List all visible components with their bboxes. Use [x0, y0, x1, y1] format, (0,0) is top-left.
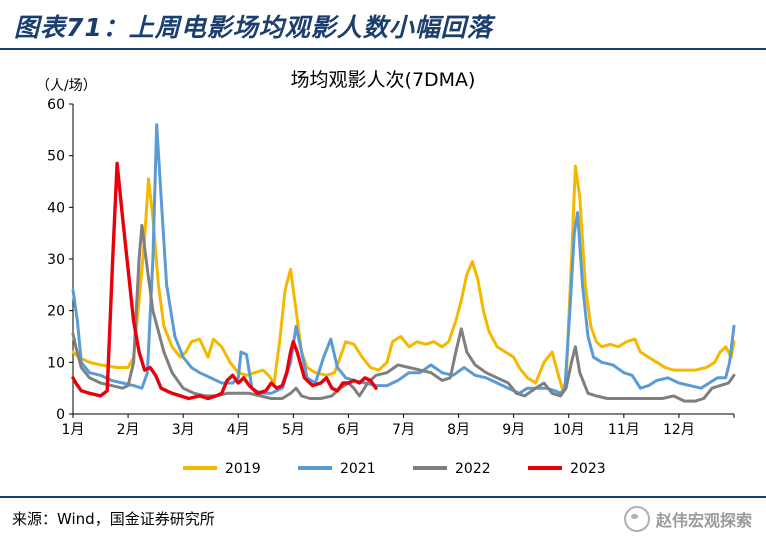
legend-label-2021: 2021: [340, 461, 376, 477]
y-tick-label: 0: [56, 407, 65, 423]
legend: 2019 2021 2022 2023: [183, 461, 606, 477]
wechat-icon: [623, 506, 650, 532]
series-line-2019: [71, 164, 736, 390]
series-line-2023: [71, 161, 378, 401]
watermark: 赵伟宏观探索: [623, 500, 752, 538]
y-tick-label: 10: [47, 355, 65, 371]
y-axis-label: （人/场）: [36, 78, 97, 94]
x-tick-label: 3月: [172, 422, 195, 438]
series-line-2021: [71, 123, 736, 395]
y-tick-label: 60: [47, 97, 65, 113]
chart-container: 场均观影人次(7DMA) （人/场） 0 10 20 30 40 50 60 1月 2月 3月 4…: [0, 50, 766, 496]
x-ticks: 1月 2月 3月 4月 5月 6月 7月 8月 9月 10月 11月 12月: [62, 414, 735, 438]
figure-title: 图表71：上周电影场均观影人数小幅回落: [14, 13, 493, 42]
x-tick-label: 5月: [282, 422, 305, 438]
x-tick-label: 1月: [62, 422, 85, 438]
y-tick-label: 50: [47, 149, 65, 165]
y-tick-label: 40: [47, 200, 65, 216]
legend-label-2023: 2023: [570, 461, 606, 477]
y-tick-label: 20: [47, 304, 65, 320]
header-rule: [0, 48, 766, 50]
x-tick-label: 10月: [553, 422, 585, 438]
x-tick-label: 8月: [447, 422, 470, 438]
x-tick-label: 2月: [117, 422, 140, 438]
y-tick-label: 30: [47, 252, 65, 268]
y-ticks: 0 10 20 30 40 50 60: [47, 97, 73, 423]
source-note: 来源：Wind，国金证券研究所: [12, 510, 215, 528]
footer-rule: [0, 496, 766, 498]
x-tick-label: 12月: [663, 422, 695, 438]
chart-title: 场均观影人次(7DMA): [291, 69, 476, 91]
legend-label-2019: 2019: [225, 461, 261, 477]
series-layer: [71, 123, 736, 403]
x-tick-label: 7月: [392, 422, 415, 438]
x-tick-label: 9月: [502, 422, 525, 438]
x-tick-label: 6月: [337, 422, 360, 438]
x-tick-label: 11月: [608, 422, 640, 438]
legend-label-2022: 2022: [455, 461, 491, 477]
figure-header: 图表71：上周电影场均观影人数小幅回落: [0, 0, 766, 50]
watermark-text: 赵伟宏观探索: [655, 511, 752, 530]
x-tick-label: 4月: [227, 422, 250, 438]
line-chart: 场均观影人次(7DMA) （人/场） 0 10 20 30 40 50 60 1月 2月 3月 4…: [36, 69, 736, 477]
series-line-2022: [71, 223, 736, 403]
